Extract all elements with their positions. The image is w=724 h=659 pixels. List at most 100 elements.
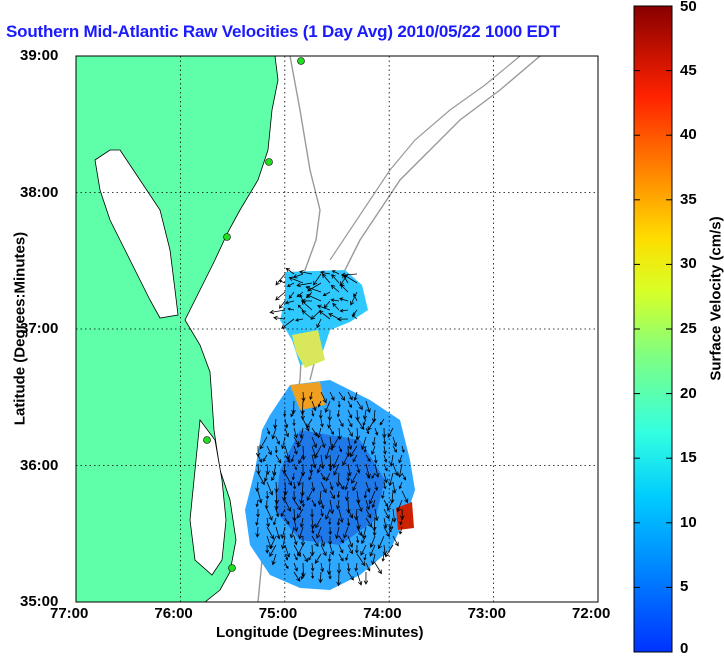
velocity-arrow <box>317 427 322 439</box>
velocity-arrow <box>389 526 394 533</box>
velocity-arrow <box>299 427 304 439</box>
velocity-arrow <box>387 427 394 438</box>
velocity-arrow <box>316 526 322 539</box>
velocity-arrow <box>336 571 341 587</box>
velocity-arrow <box>272 463 277 476</box>
velocity-arrow <box>365 472 370 479</box>
velocity-arrow <box>347 508 354 519</box>
velocity-arrow <box>263 472 268 482</box>
velocity-arrow <box>314 445 322 459</box>
velocity-arrow <box>345 553 349 562</box>
colorbar-tick-label: 45 <box>680 61 697 79</box>
velocity-arrow <box>284 517 290 525</box>
velocity-arrow <box>347 409 353 419</box>
velocity-arrow <box>275 436 280 445</box>
velocity-arrow <box>392 436 398 448</box>
velocity-arrow <box>365 499 371 511</box>
radar-site <box>223 233 231 241</box>
velocity-arrow <box>275 291 286 301</box>
velocity-arrow <box>392 445 397 453</box>
colorbar-tick-label: 25 <box>680 320 697 337</box>
velocity-arrow <box>374 481 379 492</box>
velocity-arrow <box>365 508 372 519</box>
velocity-arrow <box>266 508 273 521</box>
velocity-arrow <box>356 571 363 586</box>
velocity-arrow <box>336 490 340 499</box>
velocity-arrow <box>271 427 277 440</box>
velocity-arrow <box>318 409 323 420</box>
velocity-arrow <box>356 517 361 530</box>
velocity-arrow <box>293 445 298 455</box>
velocity-arrow <box>306 294 322 302</box>
velocity-arrow <box>255 481 260 493</box>
velocity-arrow <box>331 274 340 284</box>
x-tick-label: 77:00 <box>50 605 89 622</box>
velocity-arrow <box>301 391 306 402</box>
velocity-arrow <box>273 315 286 321</box>
velocity-arrow <box>347 571 354 581</box>
velocity-arrow <box>265 544 270 554</box>
velocity-arrow <box>336 499 341 510</box>
velocity-arrow <box>284 544 291 558</box>
velocity-arrow <box>365 427 370 435</box>
velocity-arrow <box>281 318 295 329</box>
velocity-arrow <box>338 418 344 428</box>
velocity-arrow <box>275 454 282 464</box>
colorbar-tick-label: 40 <box>680 126 697 144</box>
velocity-arrow <box>266 481 274 496</box>
velocity-arrow <box>343 274 358 284</box>
velocity-arrow <box>338 544 344 554</box>
radar-site <box>297 57 305 65</box>
velocity-arrow <box>300 571 304 580</box>
shelf-contour-2 <box>329 56 521 261</box>
velocity-arrow <box>363 490 368 499</box>
velocity-arrow <box>298 270 313 275</box>
velocity-arrow <box>401 490 409 504</box>
velocity-arrow <box>371 436 376 447</box>
colorbar-tick-label: 5 <box>680 578 689 596</box>
y-tick-label: 38:00 <box>20 183 59 201</box>
velocity-arrow <box>362 409 368 420</box>
velocity-arrow <box>275 508 280 518</box>
velocity-arrow <box>278 279 286 284</box>
velocity-arrow <box>291 472 295 481</box>
velocity-arrow <box>354 436 358 445</box>
velocity-arrow <box>327 418 332 429</box>
velocity-arrow <box>383 517 388 529</box>
velocity-arrow <box>347 400 352 409</box>
velocity-arrow <box>347 391 353 401</box>
velocity-arrow <box>284 300 295 305</box>
velocity-arrow <box>338 508 344 524</box>
velocity-arrow <box>383 481 387 490</box>
velocity-arrow <box>311 427 318 437</box>
velocity-arrow <box>355 544 359 554</box>
velocity-arrow <box>361 526 367 540</box>
velocity-arrow <box>288 291 295 299</box>
velocity-arrow <box>356 526 362 537</box>
velocity-arrow <box>371 499 376 509</box>
velocity-arrow <box>271 553 277 566</box>
velocity-arrow <box>293 463 297 471</box>
velocity-arrow <box>275 273 286 286</box>
velocity-arrow <box>347 436 353 451</box>
velocity-arrow <box>297 472 304 487</box>
velocity-arrow <box>320 472 326 481</box>
velocity-arrow <box>320 499 325 510</box>
colorbar-tick-label: 30 <box>680 255 697 273</box>
velocity-arrow <box>344 490 350 502</box>
patch-north-fast <box>292 330 325 368</box>
colorbar-tick-label: 35 <box>680 190 697 208</box>
velocity-arrow <box>335 472 341 488</box>
velocity-arrow <box>356 463 361 474</box>
velocity-arrow <box>257 490 263 504</box>
velocity-arrow <box>351 314 358 320</box>
map-title: Southern Mid-Atlantic Raw Velocities (1 … <box>6 22 560 41</box>
velocity-arrow <box>318 310 331 320</box>
velocity-arrow <box>365 454 371 462</box>
velocity-arrow <box>356 499 363 513</box>
velocity-arrow <box>351 472 358 484</box>
velocity-arrow <box>331 436 340 449</box>
velocity-arrow <box>382 544 388 556</box>
velocity-arrow <box>337 316 349 322</box>
velocity-arrow <box>383 499 389 508</box>
